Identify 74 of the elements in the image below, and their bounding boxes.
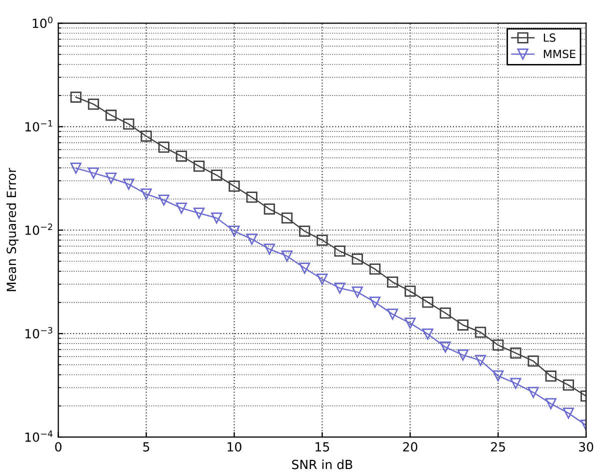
point [528,356,539,367]
point [457,319,468,331]
legend-label: MMSE [544,50,576,58]
point [369,264,381,275]
point [193,208,205,219]
point [492,370,504,382]
point [334,246,346,257]
point [440,307,451,319]
point [422,328,434,340]
x-tick-label: 20 [403,442,418,452]
point [387,276,398,288]
point [123,178,134,190]
y-tick-label: 10$^{−4}$ [25,430,53,442]
point [193,160,205,172]
point [422,296,434,308]
point [369,296,381,308]
point [404,318,416,329]
point [211,170,222,181]
x-tick-label: 25 [491,442,505,452]
point [211,212,222,224]
point [88,98,100,110]
point [545,370,556,382]
x-tick-label: 10 [228,442,242,452]
point [228,226,240,237]
point [528,386,539,398]
point [387,308,398,320]
point [88,168,100,179]
point [316,234,328,246]
x-tick-label: 5 [143,442,150,452]
point [316,274,328,285]
x-tick-label: 30 [579,442,594,452]
y-tick-label: 10$^{−2}$ [25,224,52,235]
point [299,262,310,274]
point [70,92,82,103]
x-tick-label: 0 [55,442,62,452]
point [106,110,117,121]
point [474,354,486,366]
point [246,192,258,203]
y-axis-title: Mean Squared Error [6,168,19,292]
point [123,118,134,130]
point [510,348,522,359]
point [352,286,363,298]
point [281,212,293,224]
point [334,282,346,294]
point [457,350,468,361]
point [562,379,574,391]
point [440,342,451,353]
point [70,162,82,174]
point [404,286,416,297]
x-tick-label: 15 [316,442,330,452]
point [140,130,152,142]
point [140,188,152,200]
point [281,250,293,262]
x-axis-title: SNR in dB [292,460,352,470]
point [474,326,486,338]
point [158,142,170,153]
point [299,226,310,237]
point [228,180,240,192]
legend-label: LS [544,33,556,42]
point [492,340,504,351]
point [158,194,170,206]
point [264,203,275,215]
point [545,398,556,410]
point [246,234,258,245]
point [264,244,275,255]
y-tick-label: 10$^{0}$ [32,16,52,28]
point [176,202,188,214]
y-tick-label: 10$^{−3}$ [25,326,52,338]
point [510,378,522,389]
point [562,408,574,419]
point [106,172,117,184]
y-tick-label: 10$^{−1}$ [25,120,52,132]
point [352,254,363,265]
point [176,150,188,162]
